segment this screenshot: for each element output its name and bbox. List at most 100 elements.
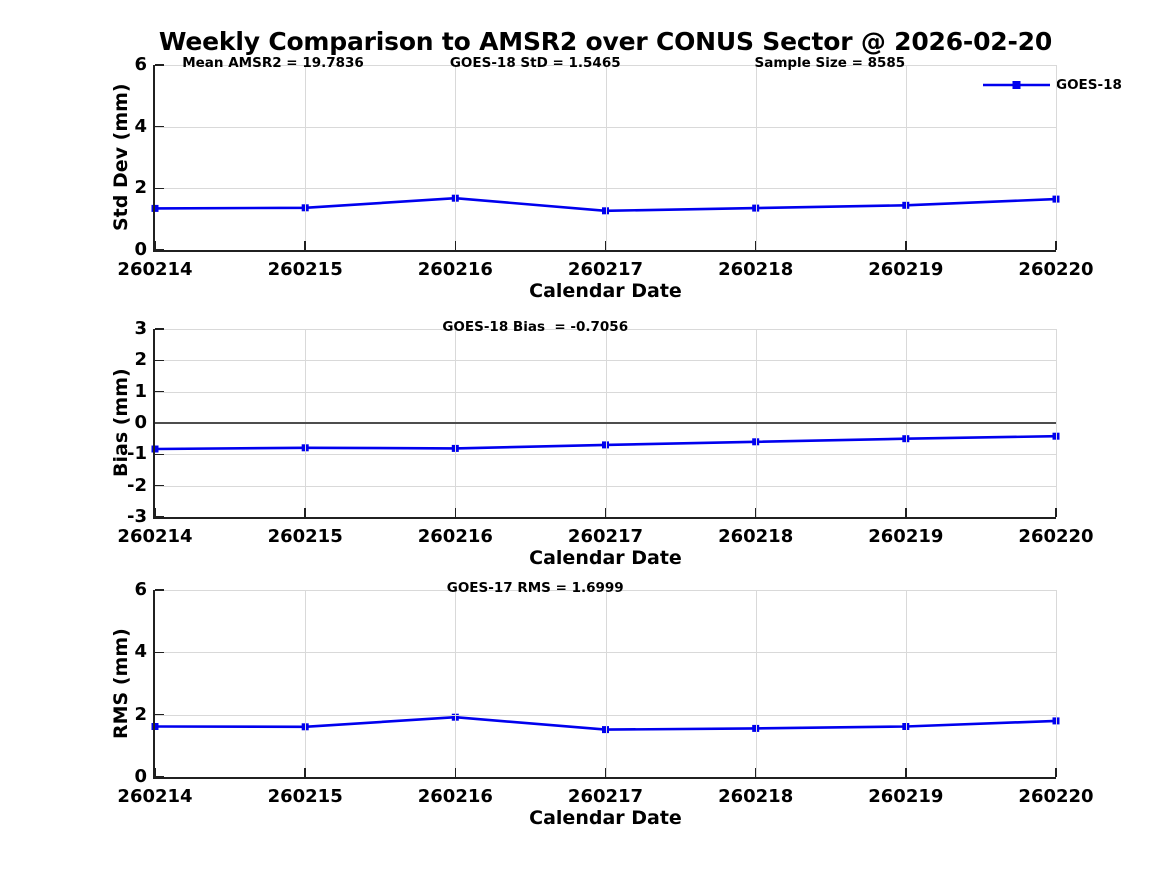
y-tick-label: -3 (127, 506, 147, 527)
y-axis-line (153, 590, 155, 779)
gridline-vertical (1056, 65, 1057, 250)
y-tick-label: 4 (134, 115, 147, 137)
gridline-horizontal (155, 485, 1056, 487)
x-tick-label: 260220 (1018, 786, 1094, 807)
x-tick-label: 260216 (417, 526, 493, 547)
x-axis-tick (454, 241, 457, 250)
y-axis-tick (155, 453, 164, 456)
data-point-marker (151, 723, 159, 730)
x-axis-tick (905, 768, 907, 777)
data-point-marker (451, 713, 459, 721)
x-tick-label: 260214 (117, 786, 193, 807)
stat-annotation: GOES-18 StD = 1.5465 (449, 55, 621, 71)
x-axis-tick (754, 241, 757, 250)
y-tick-label: 1 (134, 380, 147, 402)
x-tick-label: 260219 (868, 526, 944, 547)
gridline-horizontal (155, 714, 1056, 716)
gridline-horizontal (155, 454, 1056, 456)
x-tick-label: 260214 (117, 259, 193, 280)
y-tick-label: 0 (134, 239, 147, 260)
x-tick-label: 260214 (117, 526, 193, 547)
gridline-horizontal (155, 590, 1056, 591)
x-axis-line (153, 250, 1056, 252)
y-axis-tick (155, 359, 164, 362)
x-axis-tick (754, 768, 757, 777)
stat-annotation: Sample Size = 8585 (754, 55, 906, 71)
gridline-vertical (455, 590, 457, 777)
x-axis-tick (454, 508, 457, 517)
legend-line-sample (983, 81, 1050, 89)
x-axis-tick (454, 768, 457, 777)
gridline-horizontal (155, 65, 1056, 66)
gridline-horizontal (155, 126, 1056, 128)
x-tick-label: 260218 (718, 259, 794, 280)
x-axis-title: Calendar Date (529, 807, 682, 829)
gridline-vertical (755, 65, 757, 250)
x-tick-label: 260218 (718, 526, 794, 547)
gridline-horizontal (155, 329, 1056, 330)
x-tick-label: 260215 (267, 526, 343, 547)
x-axis-tick (604, 508, 607, 517)
x-axis-title: Calendar Date (529, 547, 682, 569)
stat-annotation: GOES-17 RMS = 1.6999 (446, 580, 624, 596)
x-axis-tick (604, 241, 607, 250)
y-tick-label: 0 (134, 766, 147, 787)
x-axis-line (153, 517, 1056, 519)
y-tick-label: 3 (134, 318, 147, 339)
data-point-marker (902, 201, 910, 209)
x-axis-tick (304, 241, 306, 250)
legend-label: GOES-18 (1056, 77, 1122, 93)
gridline-horizontal (155, 188, 1056, 190)
data-point-marker (902, 435, 910, 443)
x-axis-tick (754, 508, 757, 517)
x-tick-label: 260217 (567, 259, 644, 280)
y-tick-label: 6 (134, 54, 147, 75)
plot-area-std-dev: GOES-18 (151, 64, 1122, 252)
y-axis-line (153, 65, 155, 252)
stat-annotation: GOES-18 Bias = -0.7056 (442, 319, 629, 335)
gridline-horizontal (155, 391, 1056, 393)
gridline-vertical (305, 590, 307, 777)
gridline-horizontal (155, 360, 1056, 362)
gridline-horizontal (155, 652, 1056, 654)
y-axis-tick (155, 516, 164, 518)
x-axis-tick (304, 508, 306, 517)
x-tick-label: 260216 (417, 786, 493, 807)
data-point-marker (151, 445, 159, 453)
chart-title: Weekly Comparison to AMSR2 over CONUS Se… (158, 27, 1053, 56)
y-axis-tick (155, 64, 164, 66)
x-axis-tick (1055, 508, 1057, 517)
x-axis-tick (604, 768, 607, 777)
gridline-vertical (455, 65, 457, 250)
y-axis-tick (155, 484, 164, 487)
y-tick-label: 2 (134, 703, 147, 725)
x-axis-line (153, 777, 1056, 779)
y-axis-tick (155, 249, 164, 251)
data-point-marker (451, 194, 459, 202)
y-axis-tick (155, 589, 164, 591)
gridline-vertical (905, 590, 907, 777)
y-tick-label: -2 (127, 474, 147, 496)
gridline-vertical (605, 65, 607, 250)
stat-annotation: Mean AMSR2 = 19.7836 (182, 55, 364, 71)
y-axis-tick (155, 125, 164, 128)
y-tick-label: -1 (127, 443, 147, 465)
x-tick-label: 260219 (868, 786, 944, 807)
y-tick-label: 0 (134, 412, 147, 433)
x-axis-tick (905, 508, 907, 517)
zero-line (155, 422, 1056, 424)
gridline-vertical (305, 65, 307, 250)
x-axis-title: Calendar Date (529, 280, 682, 302)
legend: GOES-18 (983, 76, 1122, 94)
x-axis-tick (304, 768, 306, 777)
x-axis-tick (905, 241, 907, 250)
y-axis-tick (155, 187, 164, 190)
x-tick-label: 260217 (567, 526, 644, 547)
y-axis-tick (155, 651, 164, 654)
y-axis-label-rms: RMS (mm) (110, 628, 132, 739)
y-axis-tick (155, 713, 164, 716)
x-tick-label: 260216 (417, 259, 493, 280)
